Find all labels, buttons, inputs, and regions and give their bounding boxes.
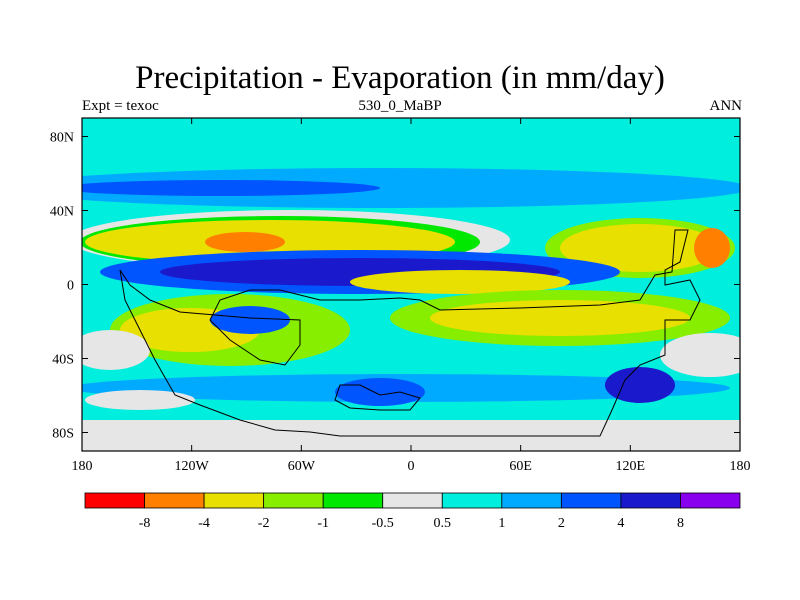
colorbar: -8 -4 -2 -1 -0.5 0.5 1 2 4 8	[84, 492, 741, 531]
colorbar-swatch	[680, 492, 741, 509]
storm-track-core	[82, 180, 380, 196]
colorbar-swatch	[322, 492, 384, 509]
ssubtropic-m2	[430, 300, 690, 336]
colorbar-label: -1	[317, 516, 329, 531]
x-tick-label: 180	[730, 459, 751, 474]
colorbar-swatch	[84, 492, 145, 509]
colorbar-swatch	[203, 492, 265, 509]
colorbar-swatch	[501, 492, 562, 509]
time-label: 530_0_MaBP	[358, 98, 442, 114]
colorbar-label: -8	[139, 516, 151, 531]
colorbar-label: 2	[558, 516, 565, 531]
ntropic-m4	[205, 232, 285, 252]
season-label: ANN	[709, 98, 743, 114]
south-wet-core-east	[605, 367, 675, 403]
y-tick-label: 0	[67, 279, 74, 294]
y-tick-label: 80S	[52, 427, 74, 442]
colorbar-swatch	[144, 492, 205, 509]
colorbar-label: -0.5	[372, 516, 394, 531]
y-tick-label: 80N	[50, 131, 74, 146]
experiment-label: Expt = texoc	[82, 98, 159, 114]
polar-neutral-west	[85, 390, 195, 410]
colorbar-label: 4	[617, 516, 624, 531]
colorbar-swatch	[560, 492, 622, 509]
southern-island-outline	[334, 384, 421, 411]
colorbar-label: 8	[677, 516, 684, 531]
colorbar-swatch	[263, 492, 324, 509]
colorbar-label: -2	[258, 516, 270, 531]
x-tick-label: 0	[408, 459, 415, 474]
coastline-layer	[119, 229, 701, 437]
y-tick-label: 40S	[52, 353, 74, 368]
x-tick-label: 120E	[616, 459, 646, 474]
east-subtropic-m4	[694, 228, 730, 268]
south-wet-core	[335, 378, 425, 406]
colorbar-swatch	[620, 492, 681, 509]
colorbar-label: -4	[198, 516, 210, 531]
colorbar-label: 1	[498, 516, 505, 531]
x-tick-label: 60E	[509, 459, 532, 474]
chart-title: Precipitation - Evaporation (in mm/day)	[135, 60, 665, 96]
y-tick-label: 40N	[50, 205, 74, 220]
colorbar-swatch	[441, 492, 503, 509]
continent-outline	[119, 229, 701, 437]
equatorial-dry-patch	[350, 270, 570, 294]
colorbar-label: 0.5	[434, 516, 452, 531]
se-neutral	[660, 333, 740, 377]
axis-ticks: 180 120W 60W 0 60E 120E 180 80N 40N 0 40S 80S	[50, 118, 751, 474]
x-tick-label: 180	[72, 459, 93, 474]
x-tick-label: 60W	[288, 459, 316, 474]
storm-track-2-4	[82, 168, 740, 208]
colorbar-swatch	[382, 492, 443, 509]
sw-neutral	[82, 330, 150, 370]
x-tick-label: 120W	[175, 459, 210, 474]
sw-wet-patch	[210, 306, 290, 334]
